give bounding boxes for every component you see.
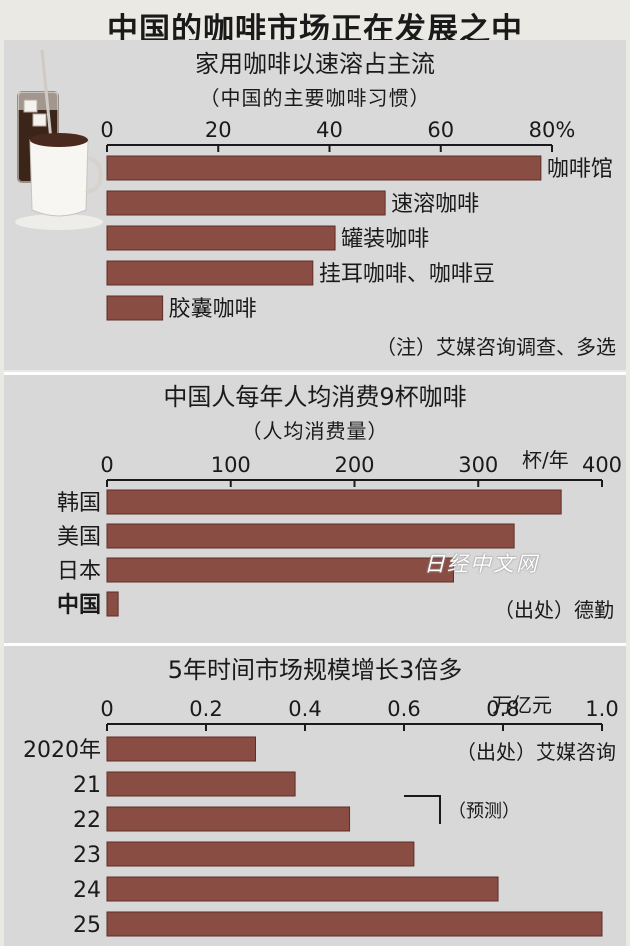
chart-1-category-label: 速溶咖啡	[391, 192, 479, 217]
chart-3-category-label: 2020年	[23, 738, 101, 763]
chart-1-category-label: 挂耳咖啡、咖啡豆	[319, 262, 495, 287]
chart-2-category-label: 日本	[57, 559, 101, 584]
chart-3-tick-label: 0.2	[189, 697, 222, 721]
chart-3-title: 5年时间市场规模增长3倍多	[167, 656, 463, 684]
chart-1-bar	[106, 225, 336, 251]
chart-3-tick-label: 0	[100, 697, 113, 721]
chart-3-bar	[106, 841, 415, 867]
chart-3-bar	[106, 806, 351, 832]
chart-2-tick-label: 100	[211, 453, 251, 477]
chart-3-bar	[106, 771, 296, 797]
chart-1-bar	[106, 155, 542, 181]
chart-1-tick-label: 0	[100, 118, 113, 142]
chart-1-category-label: 胶囊咖啡	[169, 297, 257, 322]
chart-2-bar	[106, 557, 454, 583]
chart-3-bar	[106, 876, 499, 902]
chart-2-source: （出处）德勤	[494, 598, 614, 622]
chart-2-subtitle: （人均消费量）	[241, 419, 389, 443]
panel-per-capita: 中国人每年人均消费9杯咖啡 （人均消费量） 0 100 200 300 400 韩国美国日…	[4, 372, 626, 643]
panel-coffee-habits: 家用咖啡以速溶占主流 （中国的主要咖啡习惯） 0 20 40 60 80% 咖啡馆速溶咖啡…	[4, 40, 626, 370]
chart-3-unit: 万亿元	[492, 693, 552, 717]
chart-2-tick-label: 200	[334, 453, 374, 477]
coffee-cups-illustration	[15, 49, 103, 230]
chart-1-category-label: 罐装咖啡	[341, 227, 429, 252]
chart-3-tick-label: 1.0	[585, 697, 618, 721]
chart-3-tick-label: 0.8	[486, 697, 519, 721]
watermark: 日经中文网	[424, 552, 539, 576]
chart-1-category-label: 咖啡馆	[547, 157, 613, 182]
chart-3-tick-label: 0.4	[288, 697, 321, 721]
chart-2-tick-label: 0	[100, 453, 113, 477]
chart-1-title: 家用咖啡以速溶占主流	[195, 50, 435, 78]
chart-3-svg: 0 0.2 0.4 0.6 0.8 1.0 2020年 21 22 23 24 25 万亿元 （出处）艾媒…	[23, 693, 619, 938]
forecast-bracket	[404, 795, 441, 824]
chart-1-tick-label: 40	[316, 118, 343, 142]
chart-1-tick-label: 20	[205, 118, 232, 142]
chart-3-category-label: 24	[73, 878, 101, 903]
chart-3-forecast-label: （预测）	[448, 801, 520, 822]
chart-2-tick-label: 300	[458, 453, 498, 477]
chart-1-bar	[106, 260, 314, 286]
chart-2-bar	[106, 591, 119, 617]
chart-2-category-label: 韩国	[57, 491, 101, 516]
chart-2-unit: 杯/年	[522, 448, 569, 472]
chart-1-bar	[106, 190, 386, 216]
chart-1-subtitle: （中国的主要咖啡习惯）	[199, 86, 431, 110]
chart-3-tick-label: 0.6	[387, 697, 420, 721]
chart-3-category-label: 25	[73, 913, 101, 938]
chart-3-category-label: 21	[73, 773, 101, 798]
chart-1-tick-label: 60	[427, 118, 454, 142]
chart-3-bar	[106, 911, 603, 937]
chart-1-bar	[106, 295, 164, 321]
chart-2-title: 中国人每年人均消费9杯咖啡	[163, 383, 467, 411]
chart-2-category-label: 中国	[57, 593, 101, 618]
chart-1-note: （注）艾媒咨询调查、多选	[376, 335, 616, 359]
chart-1-tick-label: 80%	[529, 118, 576, 142]
chart-3-category-label: 23	[73, 843, 101, 868]
chart-2-bar	[106, 523, 515, 549]
chart-3-category-label: 22	[73, 808, 101, 833]
chart-3-source: （出处）艾媒咨询	[456, 740, 616, 764]
panel-market-size: 5年时间市场规模增长3倍多 0 0.2 0.4 0.6 0.8 1.0 2020年 21 22 2…	[4, 643, 626, 946]
chart-2-tick-label: 400	[582, 453, 622, 477]
chart-3-bar	[106, 736, 256, 762]
chart-2-category-label: 美国	[57, 525, 101, 550]
chart-2-bar	[106, 489, 562, 515]
